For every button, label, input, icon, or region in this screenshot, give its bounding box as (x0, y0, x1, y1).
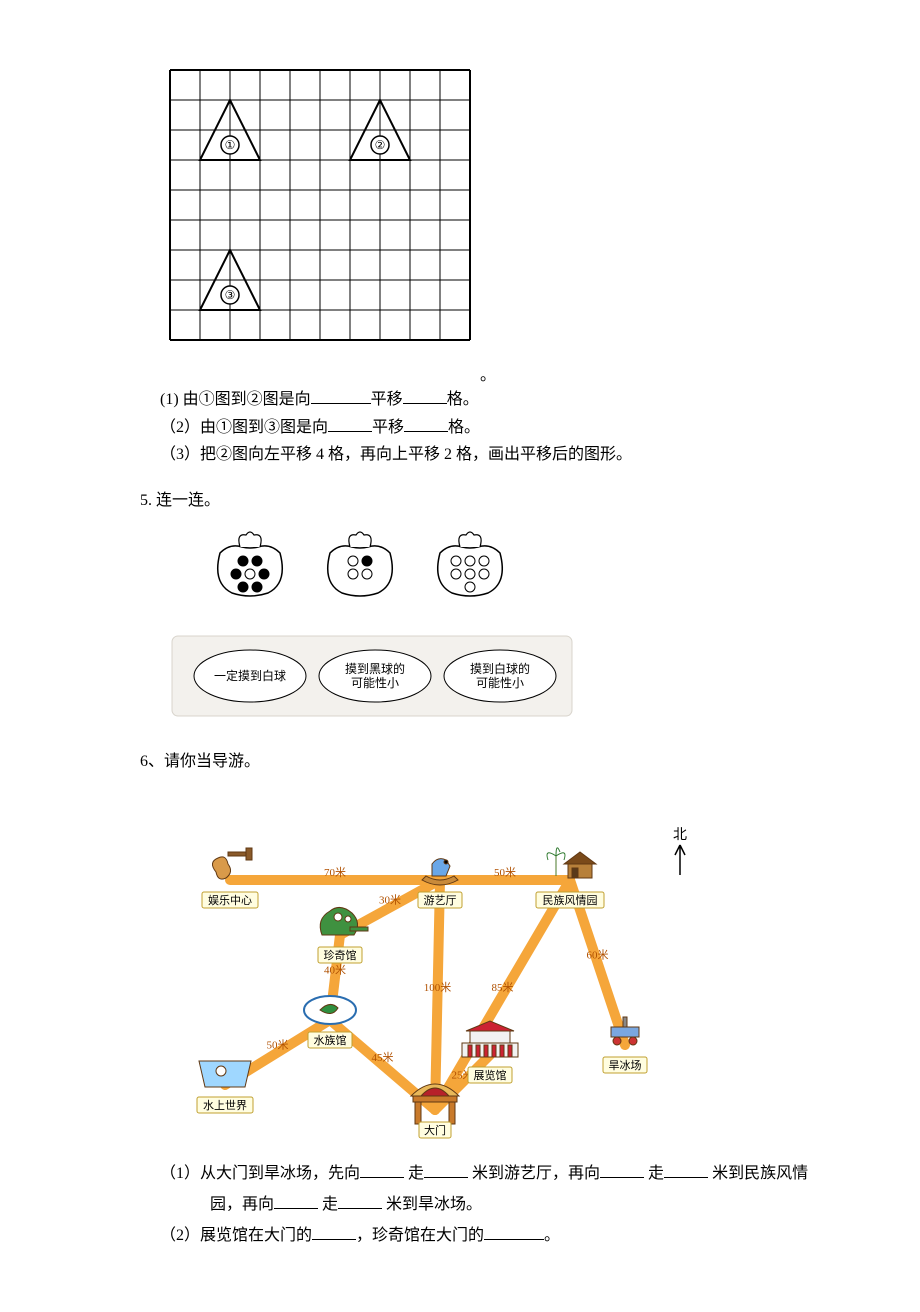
svg-text:水族馆: 水族馆 (314, 1033, 347, 1047)
svg-text:旱冰场: 旱冰场 (609, 1058, 642, 1072)
svg-text:娱乐中心: 娱乐中心 (208, 893, 252, 907)
svg-text:100米: 100米 (424, 981, 452, 994)
svg-text:摸到黑球的: 摸到黑球的 (345, 661, 405, 676)
svg-text:展览馆: 展览馆 (474, 1068, 507, 1082)
svg-text:40米: 40米 (324, 963, 346, 976)
q6-sub1-line1: （1）从大门到旱冰场，先向 走 米到游艺厅，再向 走 米到民族风情 (160, 1160, 840, 1189)
svg-text:可能性小: 可能性小 (351, 676, 399, 690)
svg-text:珍奇馆: 珍奇馆 (324, 948, 357, 962)
q5-labels-figure: 一定摸到白球摸到黑球的可能性小摸到白球的可能性小 (170, 634, 840, 729)
q4-part2: （2）由①图到③图是向平移格。 (160, 415, 840, 441)
svg-text:可能性小: 可能性小 (476, 676, 524, 690)
svg-text:②: ② (375, 138, 386, 152)
svg-text:大门: 大门 (424, 1123, 446, 1137)
q4-part1: (1) 由①图到②图是向平移格。 (160, 387, 840, 413)
svg-text:③: ③ (225, 288, 236, 302)
q6-heading: 6、请你当导游。 (140, 749, 840, 775)
svg-text:民族风情园: 民族风情园 (543, 893, 598, 907)
svg-text:游艺厅: 游艺厅 (424, 894, 457, 907)
svg-text:50米: 50米 (267, 1038, 289, 1051)
svg-text:摸到白球的: 摸到白球的 (470, 661, 530, 676)
svg-text:30米: 30米 (379, 893, 401, 906)
q6-sub1-line2: 园，再向 走 米到旱冰场。 (210, 1191, 840, 1220)
q5-bags-figure (190, 523, 840, 628)
svg-text:50米: 50米 (494, 866, 516, 879)
svg-text:45米: 45米 (372, 1051, 394, 1064)
q4-part3: （3）把②图向左平移 4 格，再向上平移 2 格，画出平移后的图形。 (160, 442, 840, 468)
svg-text:①: ① (225, 138, 236, 152)
svg-text:60米: 60米 (587, 948, 609, 961)
svg-text:70米: 70米 (324, 866, 346, 879)
stray-period: 。 (480, 361, 840, 385)
q5-heading: 5. 连一连。 (140, 488, 840, 514)
translation-grid-figure: ① ② ③ (160, 60, 840, 355)
svg-text:85米: 85米 (492, 981, 514, 994)
svg-text:水上世界: 水上世界 (203, 1099, 247, 1112)
q6-sub2: （2）展览馆在大门的，珍奇馆在大门的。 (160, 1222, 840, 1251)
svg-text:一定摸到白球: 一定摸到白球 (214, 668, 286, 683)
svg-text:北: 北 (673, 827, 687, 843)
q6-map-figure: 25米45米100米85米50米40米30米70米50米60米大门展览馆水族馆水… (170, 785, 840, 1150)
